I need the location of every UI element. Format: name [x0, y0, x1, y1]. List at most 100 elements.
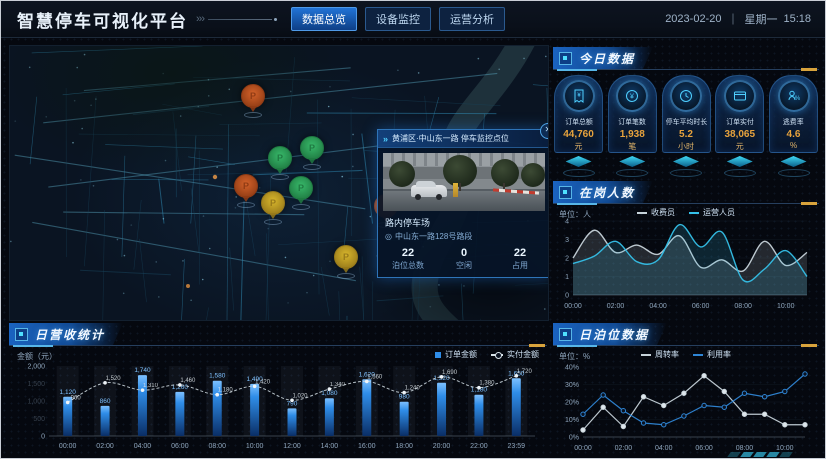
axis-tick-label: 10:00: [776, 445, 794, 452]
map-marker-orange[interactable]: P: [234, 174, 258, 198]
bar-order-amount[interactable]: [287, 408, 297, 436]
nav-tab-3[interactable]: 运营分析: [439, 7, 505, 31]
bar-order-amount[interactable]: [250, 383, 260, 436]
line-point-utilization[interactable]: [580, 411, 586, 417]
line-point-utilization[interactable]: [640, 420, 647, 426]
line-point-turnover[interactable]: [761, 411, 768, 417]
stat-card-value: 4.6: [786, 129, 801, 140]
bar-order-amount[interactable]: [137, 375, 147, 436]
line-point-turnover[interactable]: [721, 388, 727, 395]
header-underline: [557, 345, 597, 347]
line-point-turnover[interactable]: [640, 394, 647, 400]
popup-stat-label: 泊位总数: [392, 261, 424, 270]
legend-label: 周转率: [655, 350, 679, 359]
map-marker-green[interactable]: P: [268, 146, 292, 170]
stat-card-body: ¥ 订单笔数 1,938 笔: [607, 75, 657, 153]
line-point-utilization[interactable]: [681, 413, 687, 419]
stat-card[interactable]: ¥ 订单总额 44,760 元: [554, 75, 603, 177]
panel-header: 在岗人数: [553, 181, 819, 205]
bar-order-amount[interactable]: [100, 405, 110, 436]
line-point-turnover[interactable]: [620, 423, 627, 430]
marker-shadow: [303, 164, 321, 170]
line-point-turnover[interactable]: [681, 390, 687, 396]
header-underline: [557, 203, 597, 205]
axis-tick-label: 02:00: [96, 443, 114, 450]
legend-item[interactable]: 订单金额: [435, 349, 477, 360]
line-point-paid-amount[interactable]: [327, 387, 332, 391]
legend-item[interactable]: 实付金额: [491, 349, 539, 360]
stat-card[interactable]: 订单实付 38,065 元: [715, 75, 765, 177]
staff-area-chart[interactable]: 0 1 2 3 4 00:00 02:00 04:00 06:00 08:00 10:00: [557, 207, 815, 319]
bar-order-amount[interactable]: [511, 378, 521, 436]
map-marker-yellow[interactable]: P: [261, 191, 285, 215]
line-point-turnover[interactable]: [782, 422, 788, 428]
line-point-paid-amount[interactable]: [65, 400, 70, 405]
line-point-paid-amount[interactable]: [402, 390, 406, 395]
line-point-paid-amount[interactable]: [103, 381, 107, 385]
bar-order-amount[interactable]: [175, 391, 185, 436]
line-point-utilization[interactable]: [761, 394, 768, 400]
date-separator: ｜: [727, 14, 739, 26]
line-point-utilization[interactable]: [802, 371, 808, 377]
bar-order-amount[interactable]: [362, 379, 372, 436]
stat-card-value: 1,938: [619, 129, 645, 140]
line-point-utilization[interactable]: [782, 388, 788, 395]
line-point-paid-amount[interactable]: [364, 379, 369, 384]
line-point-utilization[interactable]: [620, 408, 627, 414]
line-point-utilization[interactable]: [721, 404, 727, 410]
berth-line-chart[interactable]: 0% 10% 20% 30% 40% 00:00 02:00 04:00 06:00 08:00 1…: [557, 355, 815, 459]
popup-stat-label: 空闲: [456, 261, 472, 270]
bar-order-amount[interactable]: [324, 398, 334, 436]
legend-item[interactable]: 运营人员: [689, 207, 735, 218]
popup-close-icon[interactable]: ✕: [540, 123, 548, 139]
line-point-paid-amount[interactable]: [178, 383, 182, 387]
line-point-turnover[interactable]: [802, 422, 808, 428]
stat-card[interactable]: ¥ 订单笔数 1,938 笔: [607, 75, 657, 177]
address-text: 中山东一路128号路段: [394, 232, 473, 241]
map-marker-green[interactable]: P: [300, 136, 324, 160]
line-point-paid-amount[interactable]: [140, 388, 145, 392]
stat-card[interactable]: % 逃费率 4.6 %: [769, 75, 818, 177]
line-point-utilization[interactable]: [661, 422, 667, 428]
panel-title: 在岗人数: [579, 185, 636, 200]
line-point-paid-amount[interactable]: [514, 374, 519, 378]
line-value-label: 1,690: [442, 370, 458, 376]
nav-tab-2[interactable]: 设备监控: [365, 7, 431, 31]
bar-order-amount[interactable]: [474, 394, 484, 436]
bar-order-amount[interactable]: [63, 396, 73, 436]
legend-item[interactable]: 利用率: [693, 349, 731, 360]
line-point-paid-amount[interactable]: [252, 384, 257, 389]
stat-cards-row: ¥ 订单总额 44,760 元 ¥ 订单笔数 1,938 笔 停车平均时长 5.…: [554, 75, 818, 177]
axis-tick-label: 00:00: [574, 445, 592, 452]
bar-background-band: [94, 366, 117, 436]
legend-item[interactable]: 周转率: [641, 349, 679, 360]
stat-card[interactable]: 停车平均时长 5.2 小时: [661, 75, 711, 177]
line-point-turnover[interactable]: [661, 402, 667, 409]
legend-item[interactable]: 收费员: [637, 207, 675, 218]
city-map[interactable]: PPPPPPPP » 黄浦区·中山东一路 停车监控点位 ✕: [9, 45, 549, 321]
line-point-turnover[interactable]: [580, 427, 586, 433]
line-point-utilization[interactable]: [701, 402, 707, 409]
line-point-paid-amount[interactable]: [439, 375, 444, 379]
line-point-paid-amount[interactable]: [290, 398, 294, 403]
line-point-turnover[interactable]: [741, 411, 748, 417]
line-point-turnover[interactable]: [600, 404, 606, 410]
revenue-bar-chart[interactable]: 0 500 1,000 1,500 2,000 1,120 00:00 860 02:00 1,7…: [13, 358, 543, 454]
line-point-utilization[interactable]: [600, 392, 606, 398]
line-value-label: 1,560: [367, 374, 383, 380]
panel-title: 今日数据: [579, 51, 636, 66]
bar-order-amount[interactable]: [399, 401, 409, 436]
axis-tick-label: 2: [565, 256, 569, 263]
axis-tick-label: 04:00: [649, 303, 667, 310]
panel-header: 今日数据: [553, 47, 819, 71]
line-point-paid-amount[interactable]: [215, 392, 220, 397]
line-point-paid-amount[interactable]: [477, 385, 481, 390]
bar-order-amount[interactable]: [437, 382, 447, 436]
map-marker-yellow[interactable]: P: [334, 245, 358, 269]
map-marker-green[interactable]: P: [289, 176, 313, 200]
photo-tree-trunk: [459, 183, 461, 197]
line-point-utilization[interactable]: [741, 390, 748, 396]
line-point-turnover[interactable]: [701, 373, 707, 379]
map-marker-orange[interactable]: P: [241, 84, 265, 108]
nav-tab-1[interactable]: 数据总览: [291, 7, 357, 31]
